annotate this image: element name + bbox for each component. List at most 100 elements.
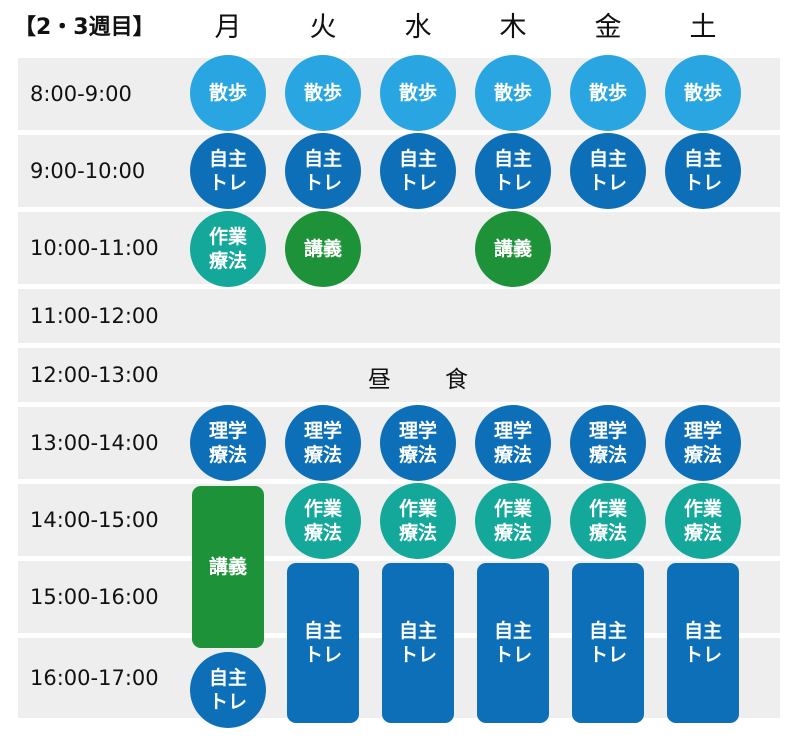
time-label: 9:00-10:00 bbox=[30, 159, 146, 183]
self-training-sat: 自主 トレ bbox=[665, 133, 741, 209]
event-label: 自主 トレ bbox=[209, 147, 247, 195]
occupational-therapy-thu: 作業 療法 bbox=[475, 483, 551, 559]
event-label-line1: 理学 bbox=[493, 420, 532, 442]
lecture-thu: 講義 bbox=[475, 211, 551, 287]
self-training-thu: 自主 トレ bbox=[475, 133, 551, 209]
time-label: 10:00-11:00 bbox=[30, 236, 159, 260]
event-label: 理学 療法 bbox=[589, 419, 627, 467]
event-label-line1: 自主 bbox=[493, 620, 532, 642]
event-label-line1: 自主 bbox=[588, 148, 627, 170]
event-label-line1: 作業 bbox=[683, 498, 722, 520]
day-thu: 木 bbox=[499, 12, 527, 43]
day-sat: 土 bbox=[689, 12, 717, 43]
event-label: 自主 トレ bbox=[494, 147, 532, 195]
self-training-tue-pm: 自主 トレ bbox=[287, 563, 359, 723]
event-label: 自主 トレ bbox=[589, 147, 627, 195]
event-label-line2: トレ bbox=[208, 172, 247, 194]
event-label-line1: 自主 bbox=[398, 620, 437, 642]
walk-tue: 散歩 bbox=[285, 55, 361, 131]
day-tue: 火 bbox=[309, 12, 337, 43]
event-label-line1: 自主 bbox=[303, 148, 342, 170]
walk-wed: 散歩 bbox=[380, 55, 456, 131]
event-label-line2: トレ bbox=[683, 644, 722, 666]
self-training-mon: 自主 トレ bbox=[190, 133, 266, 209]
event-label: 自主 トレ bbox=[209, 666, 247, 714]
occupational-therapy-tue: 作業 療法 bbox=[285, 483, 361, 559]
week-label: 【2・3週目】 bbox=[14, 15, 155, 40]
event-label-line2: 療法 bbox=[398, 444, 437, 466]
event-label-line2: トレ bbox=[303, 644, 342, 666]
event-label-line2: 療法 bbox=[493, 444, 532, 466]
event-label-line2: トレ bbox=[398, 172, 437, 194]
physical-therapy-wed: 理学 療法 bbox=[380, 405, 456, 481]
self-training-fri: 自主 トレ bbox=[570, 133, 646, 209]
event-label: 作業 療法 bbox=[399, 497, 437, 545]
physical-therapy-fri: 理学 療法 bbox=[570, 405, 646, 481]
day-mon: 月 bbox=[214, 12, 242, 43]
event-label-line2: トレ bbox=[493, 172, 532, 194]
time-label: 11:00-12:00 bbox=[30, 304, 159, 328]
event-label: 散歩 bbox=[588, 82, 627, 104]
event-label: 理学 療法 bbox=[399, 419, 437, 467]
day-wed: 水 bbox=[404, 12, 432, 43]
event-label: 理学 療法 bbox=[304, 419, 342, 467]
occupational-therapy-wed: 作業 療法 bbox=[380, 483, 456, 559]
event-label-line1: 作業 bbox=[208, 226, 247, 248]
event-label: 自主 トレ bbox=[304, 147, 342, 195]
event-label: 作業 療法 bbox=[684, 497, 722, 545]
self-training-tue: 自主 トレ bbox=[285, 133, 361, 209]
time-label: 13:00-14:00 bbox=[30, 431, 159, 455]
event-label: 自主 トレ bbox=[304, 619, 342, 667]
event-label: 講義 bbox=[493, 238, 532, 260]
day-fri: 金 bbox=[594, 12, 622, 43]
event-label-line2: 療法 bbox=[208, 250, 247, 272]
walk-fri: 散歩 bbox=[570, 55, 646, 131]
physical-therapy-thu: 理学 療法 bbox=[475, 405, 551, 481]
event-label: 理学 療法 bbox=[209, 419, 247, 467]
self-training-wed: 自主 トレ bbox=[380, 133, 456, 209]
event-label-line1: 理学 bbox=[683, 420, 722, 442]
event-label-line2: 療法 bbox=[683, 444, 722, 466]
event-label: 理学 療法 bbox=[684, 419, 722, 467]
event-label: 自主 トレ bbox=[494, 619, 532, 667]
event-label-line2: トレ bbox=[303, 172, 342, 194]
event-label-line1: 自主 bbox=[398, 148, 437, 170]
row-12 bbox=[18, 348, 780, 402]
event-label: 自主 トレ bbox=[399, 147, 437, 195]
event-label-line1: 作業 bbox=[493, 498, 532, 520]
event-label-line2: トレ bbox=[493, 644, 532, 666]
time-label: 16:00-17:00 bbox=[30, 666, 159, 690]
event-label-line1: 理学 bbox=[398, 420, 437, 442]
self-training-sat-pm: 自主 トレ bbox=[667, 563, 739, 723]
event-label-line1: 自主 bbox=[208, 667, 247, 689]
row-10 bbox=[18, 212, 780, 284]
self-training-fri-pm: 自主 トレ bbox=[572, 563, 644, 723]
event-label-line1: 作業 bbox=[303, 498, 342, 520]
time-label: 8:00-9:00 bbox=[30, 82, 132, 106]
event-label: 散歩 bbox=[683, 82, 722, 104]
event-label: 散歩 bbox=[303, 82, 342, 104]
event-label-line2: 療法 bbox=[683, 522, 722, 544]
event-label: 作業 療法 bbox=[209, 225, 247, 273]
event-label-line1: 自主 bbox=[208, 148, 247, 170]
occupational-therapy-mon-am: 作業 療法 bbox=[190, 211, 266, 287]
event-label: 自主 トレ bbox=[684, 147, 722, 195]
event-label: 散歩 bbox=[208, 82, 247, 104]
event-label-line1: 理学 bbox=[303, 420, 342, 442]
event-label-line1: 自主 bbox=[683, 620, 722, 642]
event-label-line2: 療法 bbox=[303, 522, 342, 544]
event-label-line1: 自主 bbox=[493, 148, 532, 170]
event-label-line1: 作業 bbox=[588, 498, 627, 520]
occupational-therapy-sat: 作業 療法 bbox=[665, 483, 741, 559]
physical-therapy-tue: 理学 療法 bbox=[285, 405, 361, 481]
walk-sat: 散歩 bbox=[665, 55, 741, 131]
row-11 bbox=[18, 289, 780, 343]
event-label-line2: トレ bbox=[208, 691, 247, 713]
physical-therapy-mon: 理学 療法 bbox=[190, 405, 266, 481]
event-label: 自主 トレ bbox=[684, 619, 722, 667]
event-label-line2: 療法 bbox=[588, 444, 627, 466]
event-label-line2: 療法 bbox=[303, 444, 342, 466]
occupational-therapy-fri: 作業 療法 bbox=[570, 483, 646, 559]
event-label-line2: 療法 bbox=[398, 522, 437, 544]
event-label: 講義 bbox=[303, 238, 342, 260]
